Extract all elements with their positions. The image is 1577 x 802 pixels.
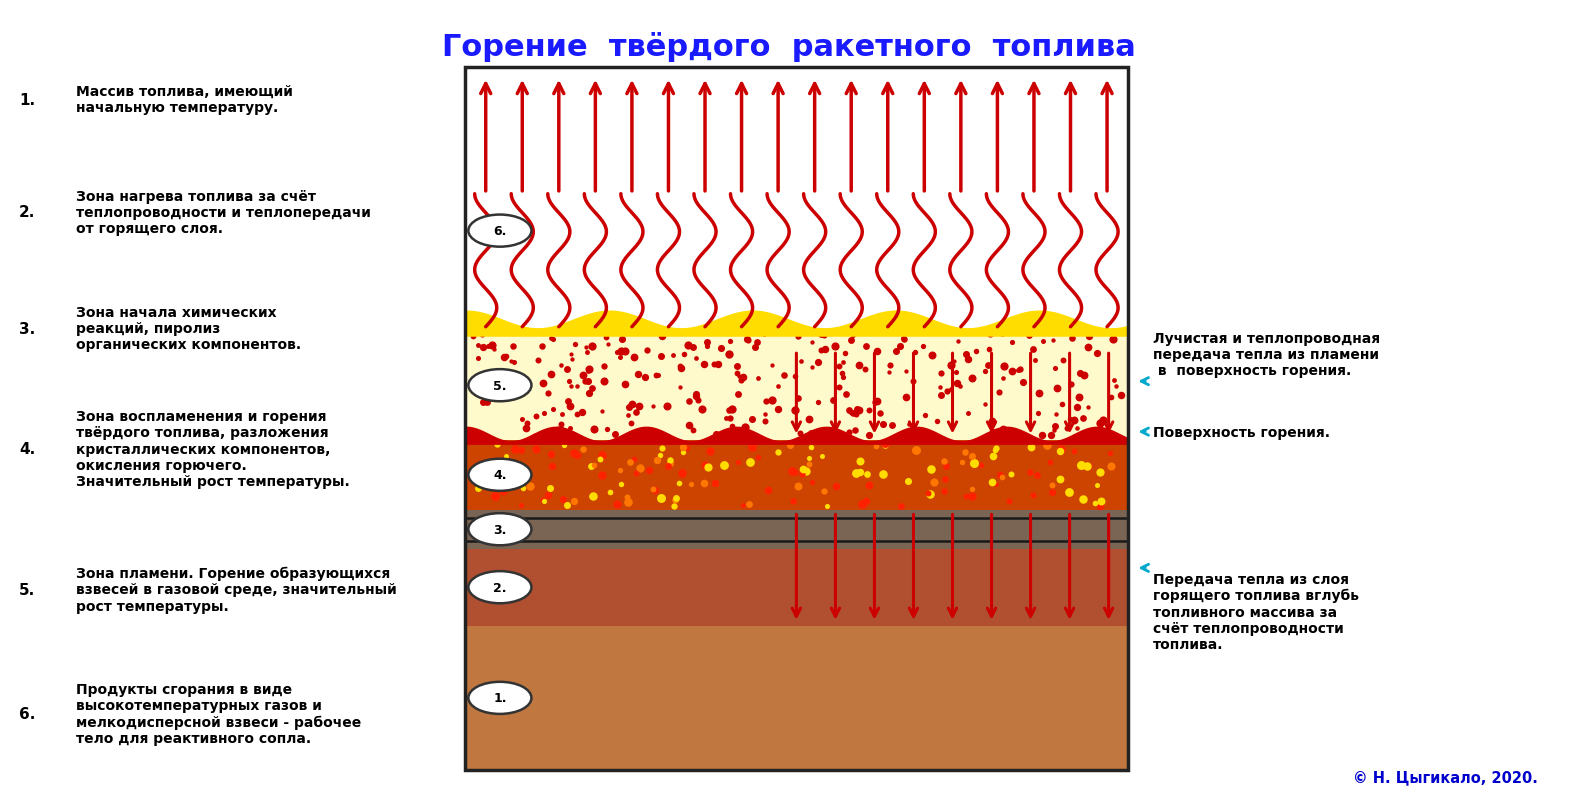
Text: 2.: 2. (19, 205, 35, 220)
Text: Горение  твёрдого  ракетного  топлива: Горение твёрдого ракетного топлива (442, 32, 1135, 62)
Circle shape (468, 571, 531, 604)
Text: Зона начала химических
реакций, пиролиз
органических компонентов.: Зона начала химических реакций, пиролиз … (76, 306, 301, 352)
Text: 4.: 4. (494, 468, 506, 482)
Circle shape (468, 682, 531, 714)
Text: 5.: 5. (19, 582, 35, 597)
Circle shape (468, 215, 531, 247)
Text: Зона нагрева топлива за счёт
теплопроводности и теплопередачи
от горящего слоя.: Зона нагрева топлива за счёт теплопровод… (76, 189, 371, 236)
Text: 3.: 3. (494, 523, 506, 536)
Text: 1.: 1. (19, 93, 35, 107)
Circle shape (468, 459, 531, 491)
Text: Продукты сгорания в виде
высокотемпературных газов и
мелкодисперсной взвеси - ра: Продукты сгорания в виде высокотемперату… (76, 683, 361, 745)
Text: 1.: 1. (494, 691, 506, 704)
Bar (465, 68, 1128, 770)
Text: Передача тепла из слоя
горящего топлива вглубь
топливного массива за
счёт теплоп: Передача тепла из слоя горящего топлива … (1153, 572, 1359, 651)
Text: Зона пламени. Горение образующихся
взвесей в газовой среде, значительный
рост те: Зона пламени. Горение образующихся взвес… (76, 566, 396, 613)
Text: Поверхность горения.: Поверхность горения. (1153, 425, 1329, 439)
Text: Массив топлива, имеющий
начальную температуру.: Массив топлива, имеющий начальную темпер… (76, 85, 293, 115)
Text: Лучистая и теплопроводная
передача тепла из пламени
 в  поверхность горения.: Лучистая и теплопроводная передача тепла… (1153, 331, 1380, 378)
Bar (465, 331, 1128, 440)
Text: 6.: 6. (19, 707, 35, 721)
Bar (465, 510, 1128, 549)
Text: 2.: 2. (494, 581, 506, 594)
Text: 5.: 5. (494, 379, 506, 392)
Text: 6.: 6. (494, 225, 506, 238)
Bar (465, 549, 1128, 626)
Text: Зона воспламенения и горения
твёрдого топлива, разложения
кристаллических компон: Зона воспламенения и горения твёрдого то… (76, 410, 350, 488)
Bar (465, 440, 1128, 510)
Text: 3.: 3. (19, 322, 35, 336)
Circle shape (468, 370, 531, 402)
Circle shape (468, 513, 531, 545)
Text: 4.: 4. (19, 442, 35, 456)
Text: © Н. Цыгикало, 2020.: © Н. Цыгикало, 2020. (1353, 769, 1538, 784)
Bar (465, 626, 1128, 770)
